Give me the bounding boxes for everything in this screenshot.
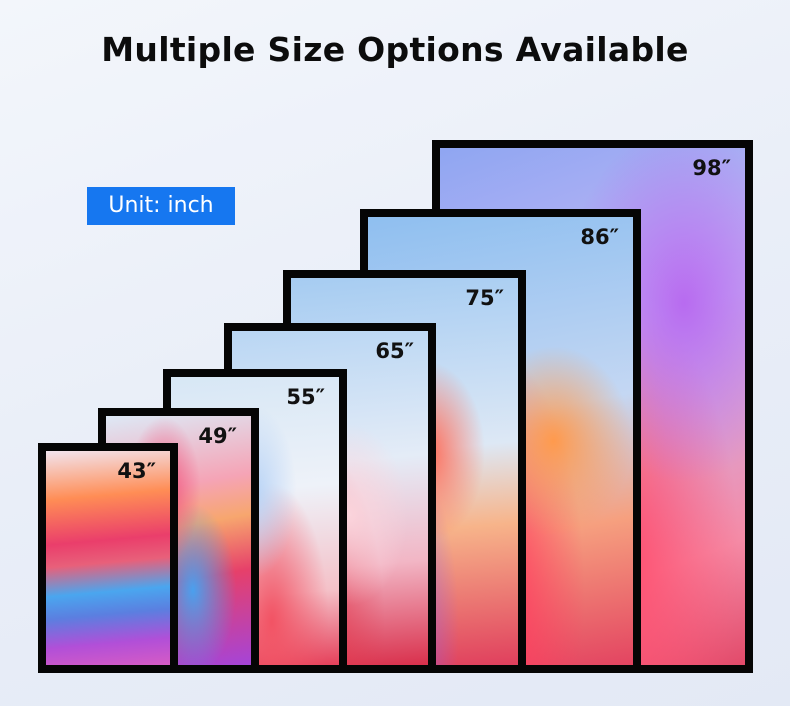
unit-badge: Unit: inch [87, 187, 235, 225]
size-label: 55″ [286, 385, 325, 409]
size-label: 98″ [692, 156, 731, 180]
page-title: Multiple Size Options Available [101, 30, 689, 69]
size-label: 65″ [375, 339, 414, 363]
size-label: 49″ [198, 424, 237, 448]
size-label: 43″ [117, 459, 156, 483]
size-label: 86″ [580, 225, 619, 249]
size-label: 75″ [465, 286, 504, 310]
display-43: 43″ [38, 443, 178, 673]
